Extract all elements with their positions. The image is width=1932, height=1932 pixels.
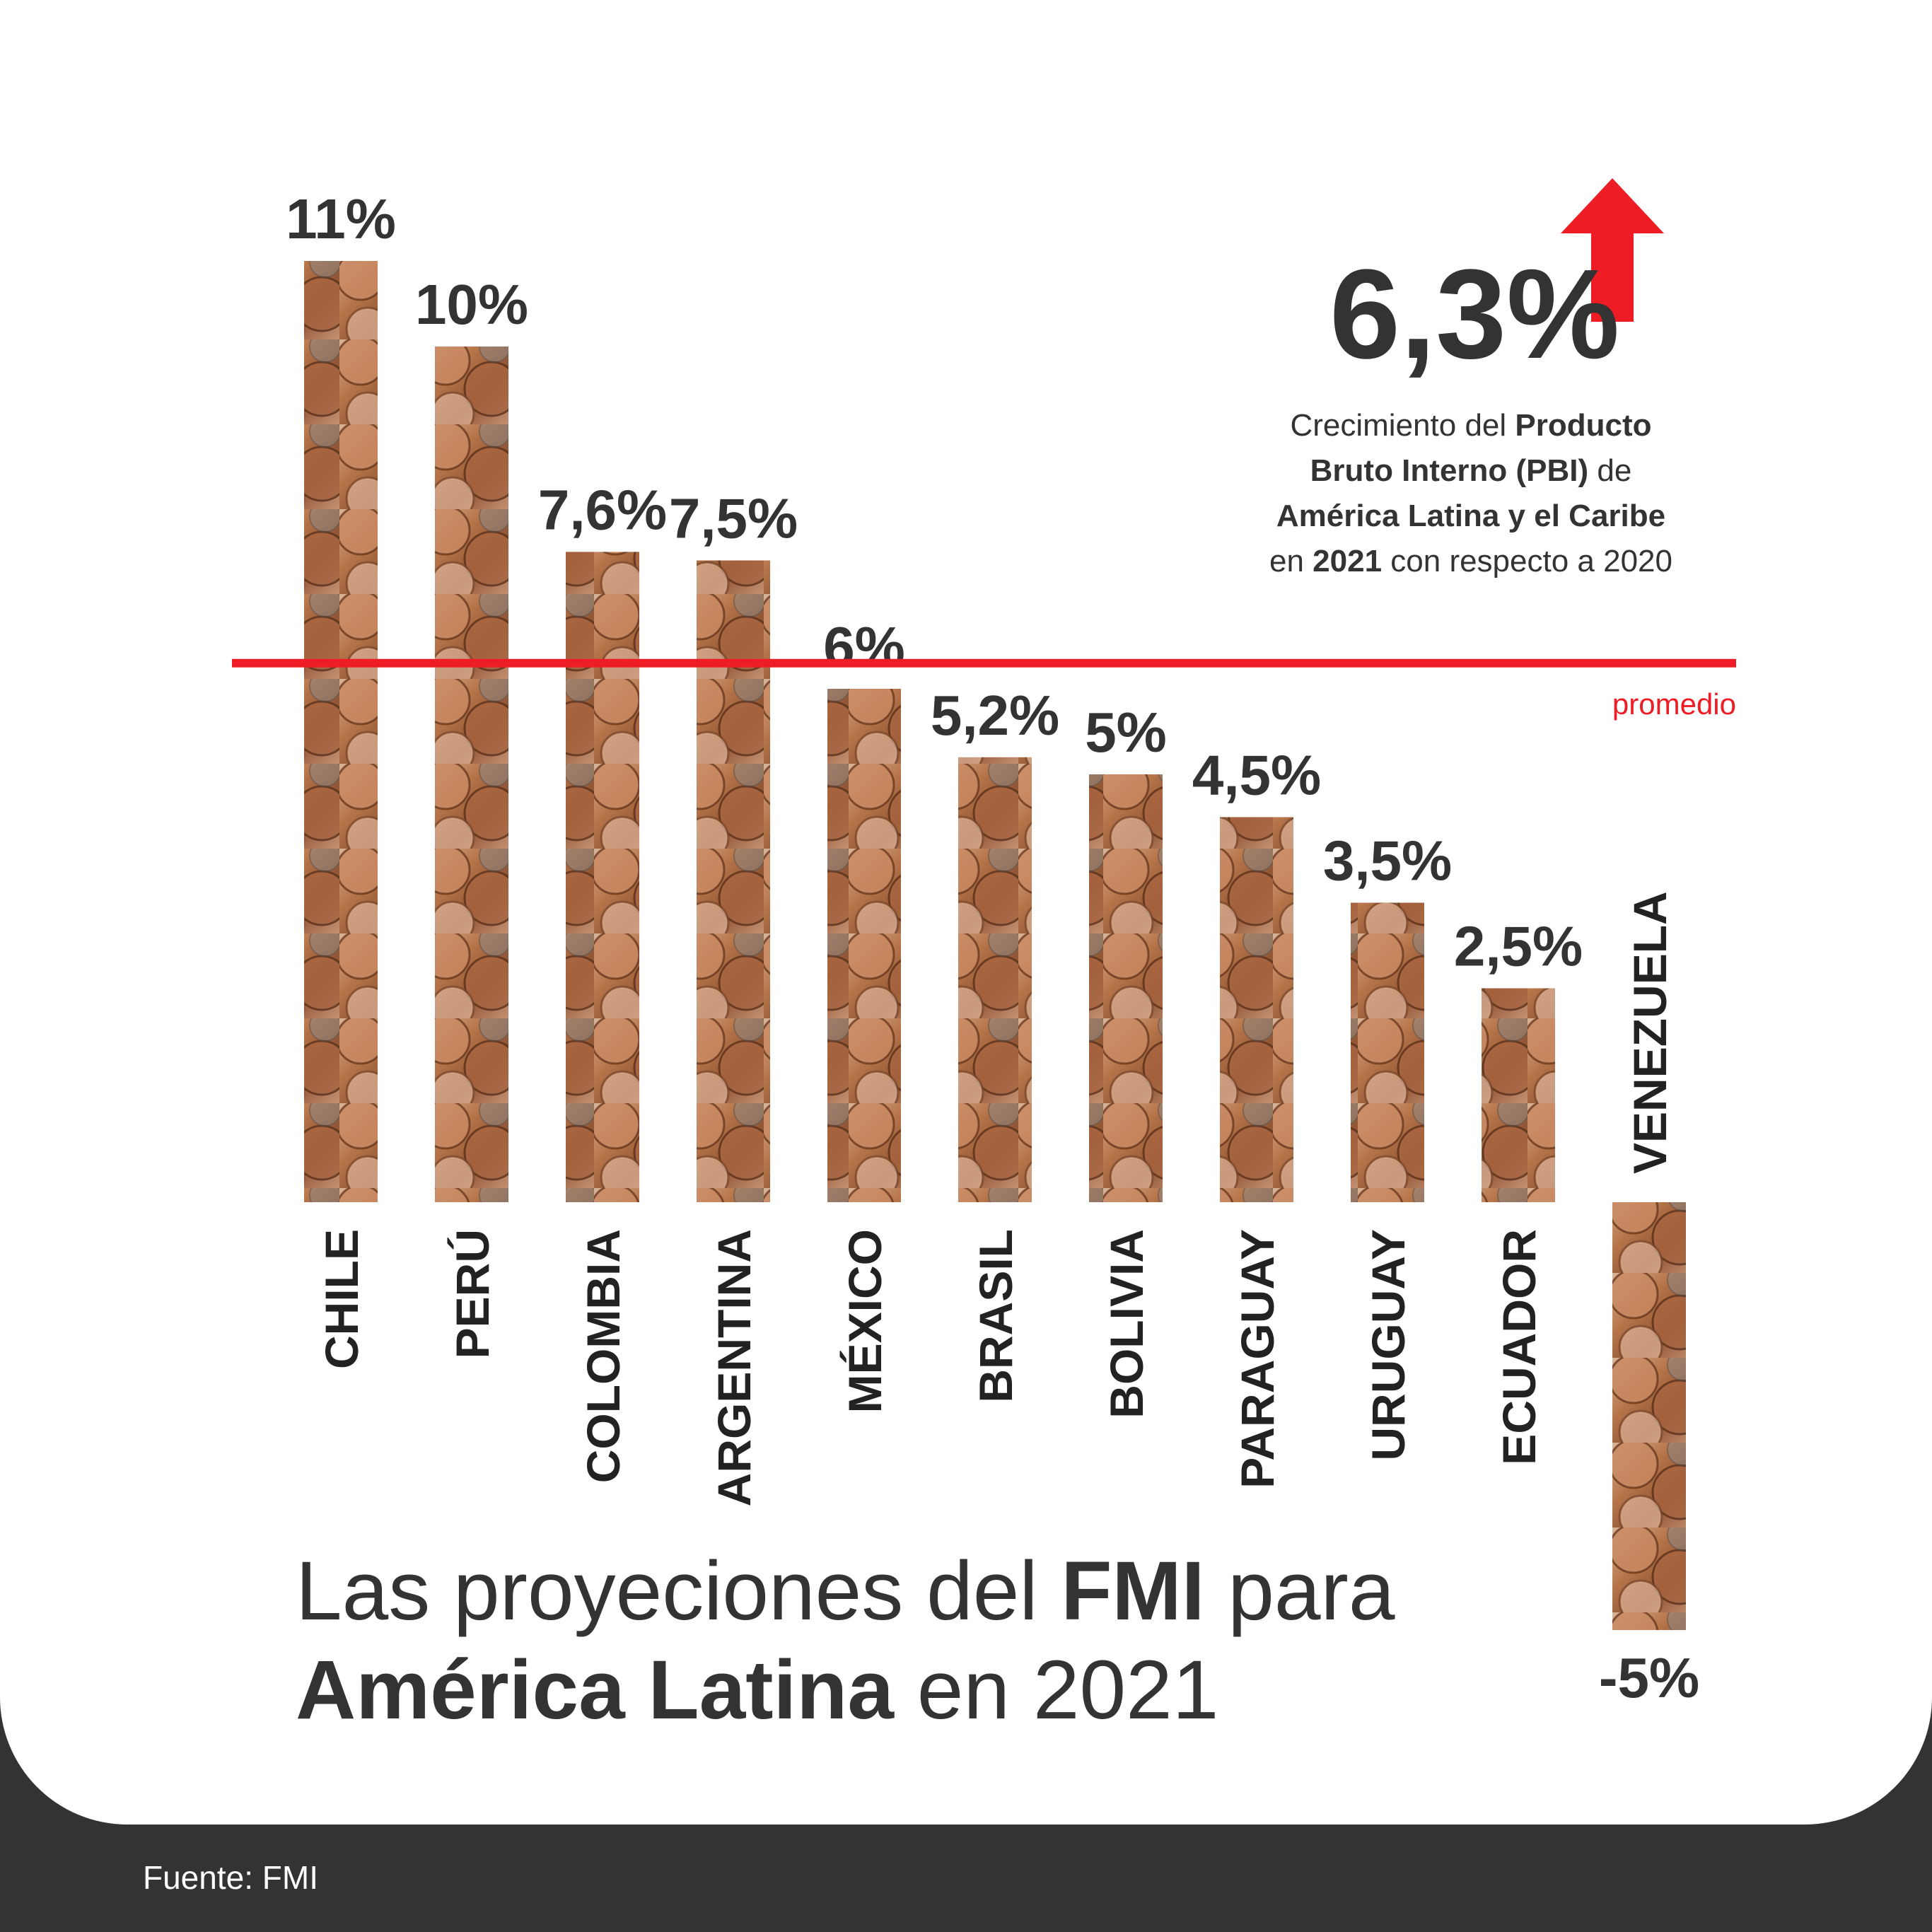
category-label-colombia: COLOMBIA [577,1229,629,1483]
bar-peru [435,347,508,1202]
value-label-peru: 10% [415,273,528,336]
bar-chile [304,261,378,1202]
bar-colombia [566,552,639,1202]
bar-ecuador [1482,988,1555,1202]
average-value: 6,3% [1329,243,1620,385]
category-label-paraguay: PARAGUAY [1231,1229,1284,1489]
average-label: promedio [1612,687,1736,721]
bar-paraguay [1220,817,1293,1202]
category-label-argentina: ARGENTINA [708,1229,760,1506]
value-label-argentina: 7,5% [669,487,798,550]
up-arrow-icon [1561,178,1664,322]
category-label-brasil: BRASIL [970,1229,1022,1403]
category-label-peru: PERÚ [446,1229,499,1358]
category-label-ecuador: ECUADOR [1493,1229,1545,1465]
bar-mexico [827,689,901,1202]
category-label-mexico: MÉXICO [839,1229,891,1413]
value-label-bolivia: 5% [1085,701,1167,764]
value-label-brasil: 5,2% [931,684,1059,747]
bar-bolivia [1089,774,1163,1202]
bar-uruguay [1351,902,1424,1202]
value-label-colombia: 7,6% [538,478,667,541]
value-label-venezuela: -5% [1599,1646,1699,1709]
bar-argentina [697,560,770,1202]
source-note: Fuente: FMI [143,1859,318,1896]
bar-venezuela [1612,1202,1686,1630]
category-label-bolivia: BOLIVIA [1100,1229,1153,1419]
page-title: Las proyeciones del FMI para América Lat… [296,1544,1395,1737]
category-label-uruguay: URUGUAY [1362,1229,1414,1461]
value-label-mexico: 6% [823,615,905,678]
value-label-paraguay: 4,5% [1192,744,1321,807]
value-label-ecuador: 2,5% [1454,915,1583,978]
category-label-chile: CHILE [315,1229,368,1369]
value-label-chile: 11% [286,187,396,250]
bar-brasil [958,757,1032,1202]
value-label-uruguay: 3,5% [1323,830,1452,892]
category-label-venezuela: VENEZUELA [1624,891,1676,1174]
average-description: Crecimiento del Producto Bruto Interno (… [1269,408,1672,578]
